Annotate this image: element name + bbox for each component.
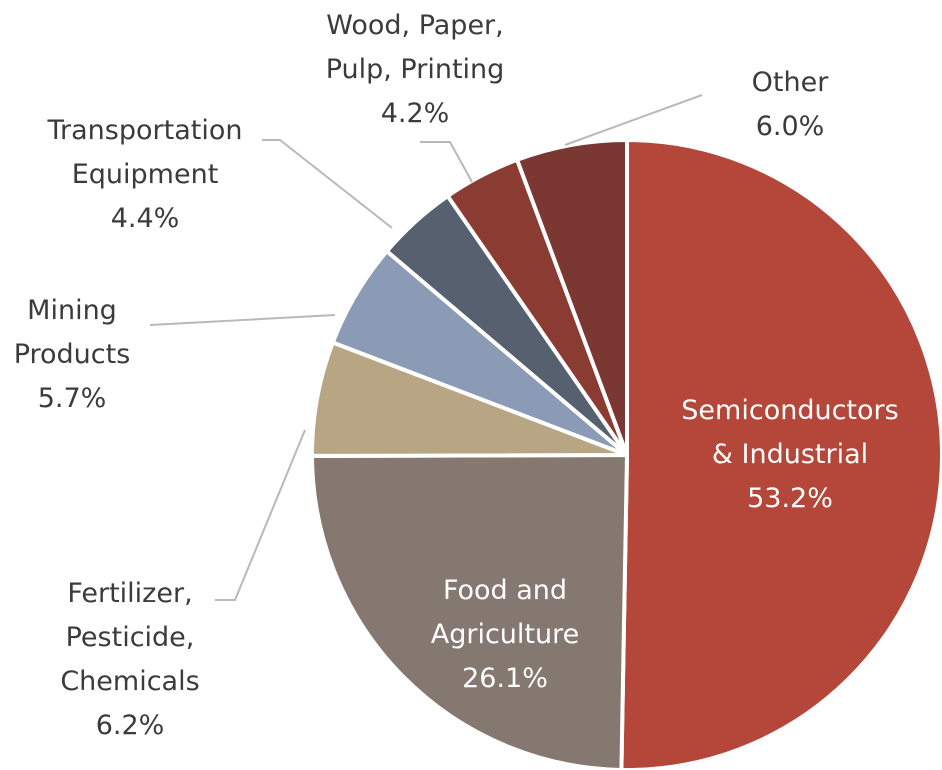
slice-label: Food and Agriculture 26.1% xyxy=(431,569,580,701)
value-label: 53.2% xyxy=(747,483,833,514)
slice-label: Wood, Paper, Pulp, Printing 4.2% xyxy=(326,4,505,136)
category-label: Wood, Paper, Pulp, Printing xyxy=(325,10,505,85)
leader-line xyxy=(262,139,393,229)
category-label: Food and Agriculture xyxy=(430,575,580,650)
slice-label: Semiconductors & Industrial 53.2% xyxy=(681,389,898,521)
slice-label: Transportation Equipment 4.4% xyxy=(48,109,243,241)
pie-slice xyxy=(309,452,630,770)
leader-line xyxy=(420,141,473,183)
value-label: 4.4% xyxy=(110,203,180,234)
value-label: 5.7% xyxy=(37,383,107,414)
category-label: Fertilizer, Pesticide, Chemicals xyxy=(60,578,200,697)
leader-line xyxy=(215,429,306,601)
category-label: Semiconductors & Industrial xyxy=(681,395,899,470)
value-label: 26.1% xyxy=(462,663,548,694)
slice-label: Mining Products 5.7% xyxy=(14,289,131,421)
slice-label: Other 6.0% xyxy=(752,61,829,149)
leader-line xyxy=(564,94,703,146)
pie xyxy=(309,137,942,770)
value-label: 4.2% xyxy=(380,98,450,129)
category-label: Transportation Equipment xyxy=(47,115,243,190)
leader-line xyxy=(149,314,336,326)
pie-slice xyxy=(514,137,629,456)
category-label: Mining Products xyxy=(13,295,131,370)
slice-label: Fertilizer, Pesticide, Chemicals 6.2% xyxy=(60,572,199,748)
value-label: 6.2% xyxy=(95,710,165,741)
value-label: 6.0% xyxy=(755,111,825,142)
category-label: Other xyxy=(751,67,829,98)
